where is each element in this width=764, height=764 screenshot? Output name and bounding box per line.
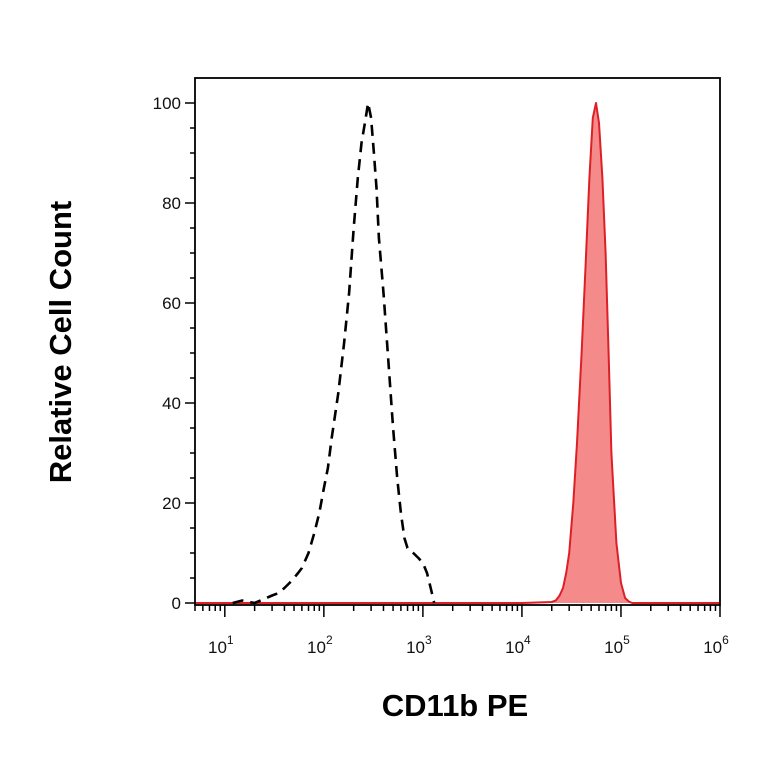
x-tick-exponent: 4 [524,633,531,647]
x-axis: 101 102 103 104 105 106 [194,605,729,657]
y-tick-label: 20 [162,494,181,513]
x-tick-base: 10 [307,638,326,657]
x-tick-base: 10 [604,638,623,657]
x-tick-label: 104 [505,633,531,657]
y-tick-label: 60 [162,294,181,313]
x-tick-base: 10 [208,638,227,657]
x-tick-exponent: 5 [623,633,630,647]
y-tick-label: 80 [162,194,181,213]
y-axis: 0 20 40 60 80 100 [153,94,195,613]
x-tick-base: 10 [703,638,722,657]
series-0-line [232,101,436,605]
y-tick-label: 100 [153,94,181,113]
x-tick-label: 101 [208,633,234,657]
x-axis-title: CD11b PE [382,688,528,723]
series-layer [195,101,720,605]
x-tick-label: 105 [604,633,630,657]
y-tick-label: 40 [162,394,181,413]
x-tick-base: 10 [406,638,425,657]
x-tick-base: 10 [505,638,524,657]
y-tick-label: 0 [172,594,181,613]
y-axis-title: Relative Cell Count [43,201,78,484]
x-tick-exponent: 1 [227,633,234,647]
x-tick-label: 102 [307,633,333,657]
x-tick-exponent: 6 [722,633,729,647]
x-tick-exponent: 3 [425,633,432,647]
plot-frame [194,77,721,606]
series-1-fill [195,103,720,603]
x-tick-exponent: 2 [326,633,333,647]
x-tick-label: 106 [703,633,729,657]
x-tick-label: 103 [406,633,432,657]
series-1-line [195,102,720,604]
